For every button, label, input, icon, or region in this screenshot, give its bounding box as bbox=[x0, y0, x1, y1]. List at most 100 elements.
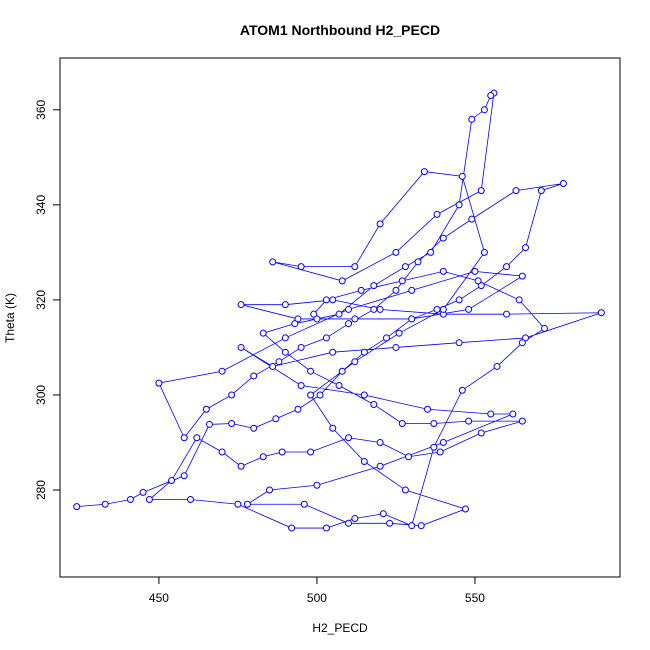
point bbox=[322, 524, 330, 532]
y-axis-label: Theta (K) bbox=[3, 293, 17, 343]
point bbox=[439, 305, 447, 313]
point bbox=[180, 434, 188, 442]
x-axis-label: H2_PECD bbox=[312, 621, 368, 635]
chart-title: ATOM1 Northbound H2_PECD bbox=[240, 22, 440, 38]
point bbox=[272, 415, 280, 423]
point bbox=[455, 296, 463, 304]
point bbox=[439, 438, 447, 446]
point bbox=[559, 179, 567, 187]
point bbox=[307, 391, 315, 399]
point bbox=[322, 334, 330, 342]
point bbox=[401, 263, 409, 271]
point bbox=[250, 372, 258, 380]
point bbox=[465, 417, 473, 425]
point bbox=[281, 348, 289, 356]
point bbox=[269, 362, 277, 370]
point bbox=[237, 343, 245, 351]
point bbox=[288, 524, 296, 532]
point bbox=[439, 267, 447, 275]
point bbox=[329, 424, 337, 432]
point bbox=[269, 258, 277, 266]
point bbox=[126, 496, 134, 504]
point bbox=[294, 405, 302, 413]
y-tick-label: 300 bbox=[34, 385, 48, 405]
point bbox=[597, 309, 605, 317]
point bbox=[360, 348, 368, 356]
point bbox=[487, 92, 495, 100]
point bbox=[537, 187, 545, 195]
point bbox=[503, 263, 511, 271]
point bbox=[392, 248, 400, 256]
point bbox=[540, 324, 548, 332]
point bbox=[370, 400, 378, 408]
point bbox=[395, 329, 403, 337]
point bbox=[370, 282, 378, 290]
point bbox=[468, 215, 476, 223]
point bbox=[430, 443, 438, 451]
y-tick-label: 360 bbox=[34, 99, 48, 119]
point bbox=[518, 339, 526, 347]
point bbox=[202, 405, 210, 413]
point bbox=[480, 106, 488, 114]
point bbox=[477, 429, 485, 437]
point bbox=[338, 277, 346, 285]
point bbox=[351, 315, 359, 323]
point bbox=[313, 481, 321, 489]
point bbox=[180, 472, 188, 480]
point bbox=[193, 434, 201, 442]
point bbox=[329, 348, 337, 356]
x-tick-label: 550 bbox=[465, 591, 485, 605]
point bbox=[439, 234, 447, 242]
point bbox=[427, 248, 435, 256]
point bbox=[474, 277, 482, 285]
point bbox=[420, 168, 428, 176]
point bbox=[259, 453, 267, 461]
point bbox=[345, 519, 353, 527]
point bbox=[455, 201, 463, 209]
point bbox=[345, 320, 353, 328]
point bbox=[155, 379, 163, 387]
point bbox=[187, 496, 195, 504]
point bbox=[335, 310, 343, 318]
point bbox=[455, 339, 463, 347]
point bbox=[477, 187, 485, 195]
point bbox=[307, 367, 315, 375]
point bbox=[275, 358, 283, 366]
y-tick-label: 320 bbox=[34, 290, 48, 310]
point bbox=[401, 486, 409, 494]
x-tick-label: 450 bbox=[149, 591, 169, 605]
point bbox=[335, 381, 343, 389]
point bbox=[414, 258, 422, 266]
point bbox=[458, 386, 466, 394]
point bbox=[382, 334, 390, 342]
point bbox=[509, 410, 517, 418]
y-tick-label: 340 bbox=[34, 195, 48, 215]
point bbox=[458, 172, 466, 180]
point bbox=[297, 263, 305, 271]
point bbox=[297, 381, 305, 389]
point bbox=[433, 210, 441, 218]
point bbox=[307, 448, 315, 456]
point bbox=[392, 286, 400, 294]
point bbox=[300, 500, 308, 508]
point bbox=[392, 343, 400, 351]
point bbox=[291, 320, 299, 328]
point bbox=[433, 305, 441, 313]
point bbox=[417, 522, 425, 530]
point bbox=[297, 343, 305, 351]
point bbox=[266, 486, 274, 494]
point bbox=[101, 500, 109, 508]
point bbox=[515, 296, 523, 304]
point bbox=[237, 462, 245, 470]
point bbox=[139, 488, 147, 496]
point bbox=[398, 419, 406, 427]
series-line bbox=[76, 92, 602, 529]
point bbox=[436, 448, 444, 456]
point bbox=[386, 519, 394, 527]
point bbox=[512, 187, 520, 195]
point bbox=[471, 267, 479, 275]
point bbox=[294, 315, 302, 323]
point bbox=[408, 286, 416, 294]
point bbox=[379, 510, 387, 518]
